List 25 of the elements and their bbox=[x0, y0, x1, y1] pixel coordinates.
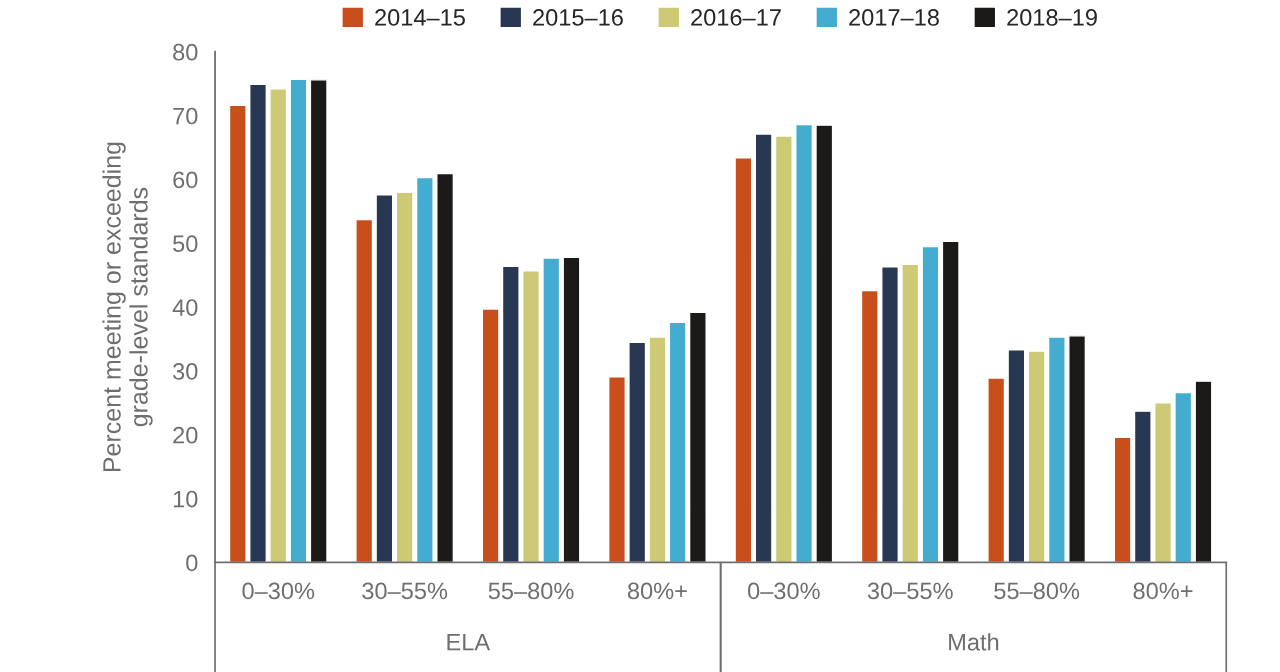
x-tick-label: 0–30% bbox=[748, 582, 820, 600]
y-tick-label: 50 bbox=[173, 235, 198, 253]
y-tick-label: 10 bbox=[173, 490, 198, 508]
y-tick-label: 40 bbox=[172, 299, 198, 316]
y-tick-label: 20 bbox=[173, 426, 198, 444]
legend-label: 2017–18 bbox=[849, 9, 939, 26]
y-tick-label: 30 bbox=[173, 363, 198, 380]
text: ELA bbox=[447, 634, 491, 651]
y-tick-label: 70 bbox=[173, 107, 198, 125]
x-tick-label: 80%+ bbox=[1133, 582, 1193, 600]
legend-label: 2018–19 bbox=[1007, 9, 1097, 26]
x-tick-label: 55–80% bbox=[994, 582, 1080, 600]
y-axis-title: Percent meeting or exceeding grade-level standards bbox=[102, 142, 153, 472]
legend-label: 2014–15 bbox=[375, 9, 465, 26]
legend-label: 2016–17 bbox=[691, 9, 781, 26]
y-tick-label: 0 bbox=[186, 554, 198, 572]
x-tick-label: 30–55% bbox=[867, 582, 953, 600]
x-tick-label: 80%+ bbox=[627, 582, 687, 600]
x-tick-label: 55–80% bbox=[488, 582, 574, 600]
x-tick-label: 30–55% bbox=[362, 582, 448, 600]
y-tick-label: 60 bbox=[173, 171, 198, 189]
x-tick-label: 0–30% bbox=[242, 582, 315, 600]
y-tick-label: 80 bbox=[173, 43, 198, 61]
legend-label: 2015–16 bbox=[533, 9, 623, 26]
text: Math bbox=[949, 633, 999, 651]
